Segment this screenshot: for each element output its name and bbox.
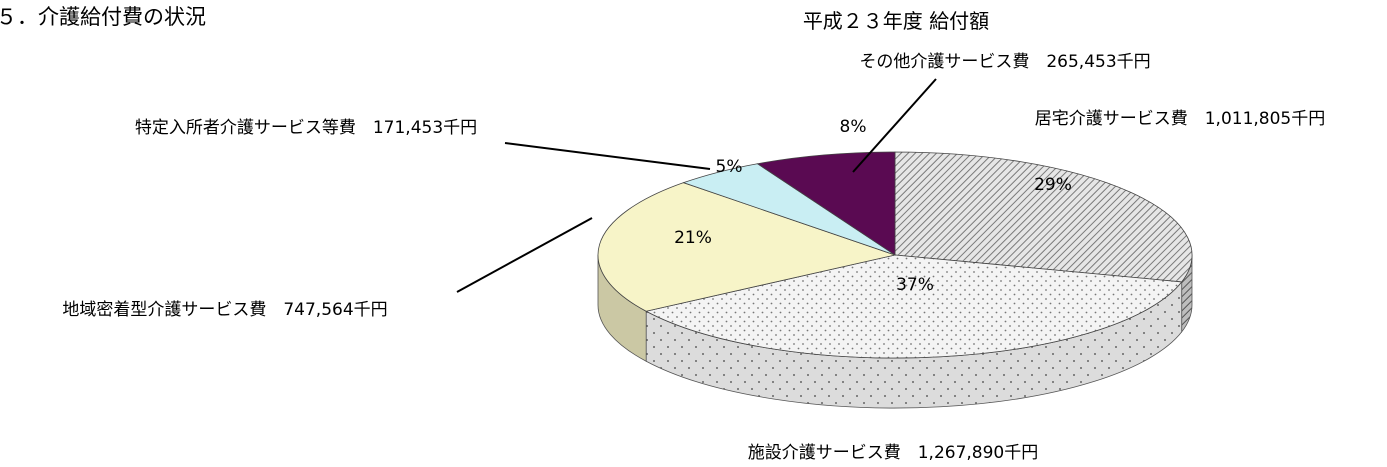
slice-label-3: 特定入所者介護サービス等費 171,453千円 [135, 118, 477, 138]
slice-percent-3: 5% [716, 157, 743, 177]
slice-labels: 29% 居宅介護サービス費 1,011,805千円 37% 施設介護サービス費 1,2… [62, 52, 1325, 463]
leader-line-3 [504, 142, 711, 170]
slice-percent-2: 21% [674, 228, 712, 248]
pie-slice-1 [645, 254, 1183, 359]
slice-label-0: 居宅介護サービス費 1,011,805千円 [1035, 109, 1326, 129]
leader-lines [456, 78, 937, 293]
section-heading: ５．介護給付費の状況 [0, 5, 206, 29]
leader-line-4 [852, 78, 937, 173]
slice-label-2: 地域密着型介護サービス費 747,564千円 [62, 300, 387, 320]
pie-slice-2 [597, 182, 897, 312]
slice-percent-4: 8% [840, 117, 867, 137]
chart-title: 平成２３年度 給付額 [803, 9, 989, 33]
slice-label-4: その他介護サービス費 265,453千円 [859, 52, 1150, 72]
slice-label-1: 施設介護サービス費 1,267,890千円 [748, 443, 1039, 463]
pie-tops [597, 151, 1193, 359]
pie-slice-4 [756, 151, 896, 256]
pie-slice-0 [894, 151, 1193, 283]
slice-percent-0: 29% [1034, 175, 1072, 195]
leader-line-2 [456, 217, 593, 293]
slice-percent-1: 37% [896, 275, 934, 295]
